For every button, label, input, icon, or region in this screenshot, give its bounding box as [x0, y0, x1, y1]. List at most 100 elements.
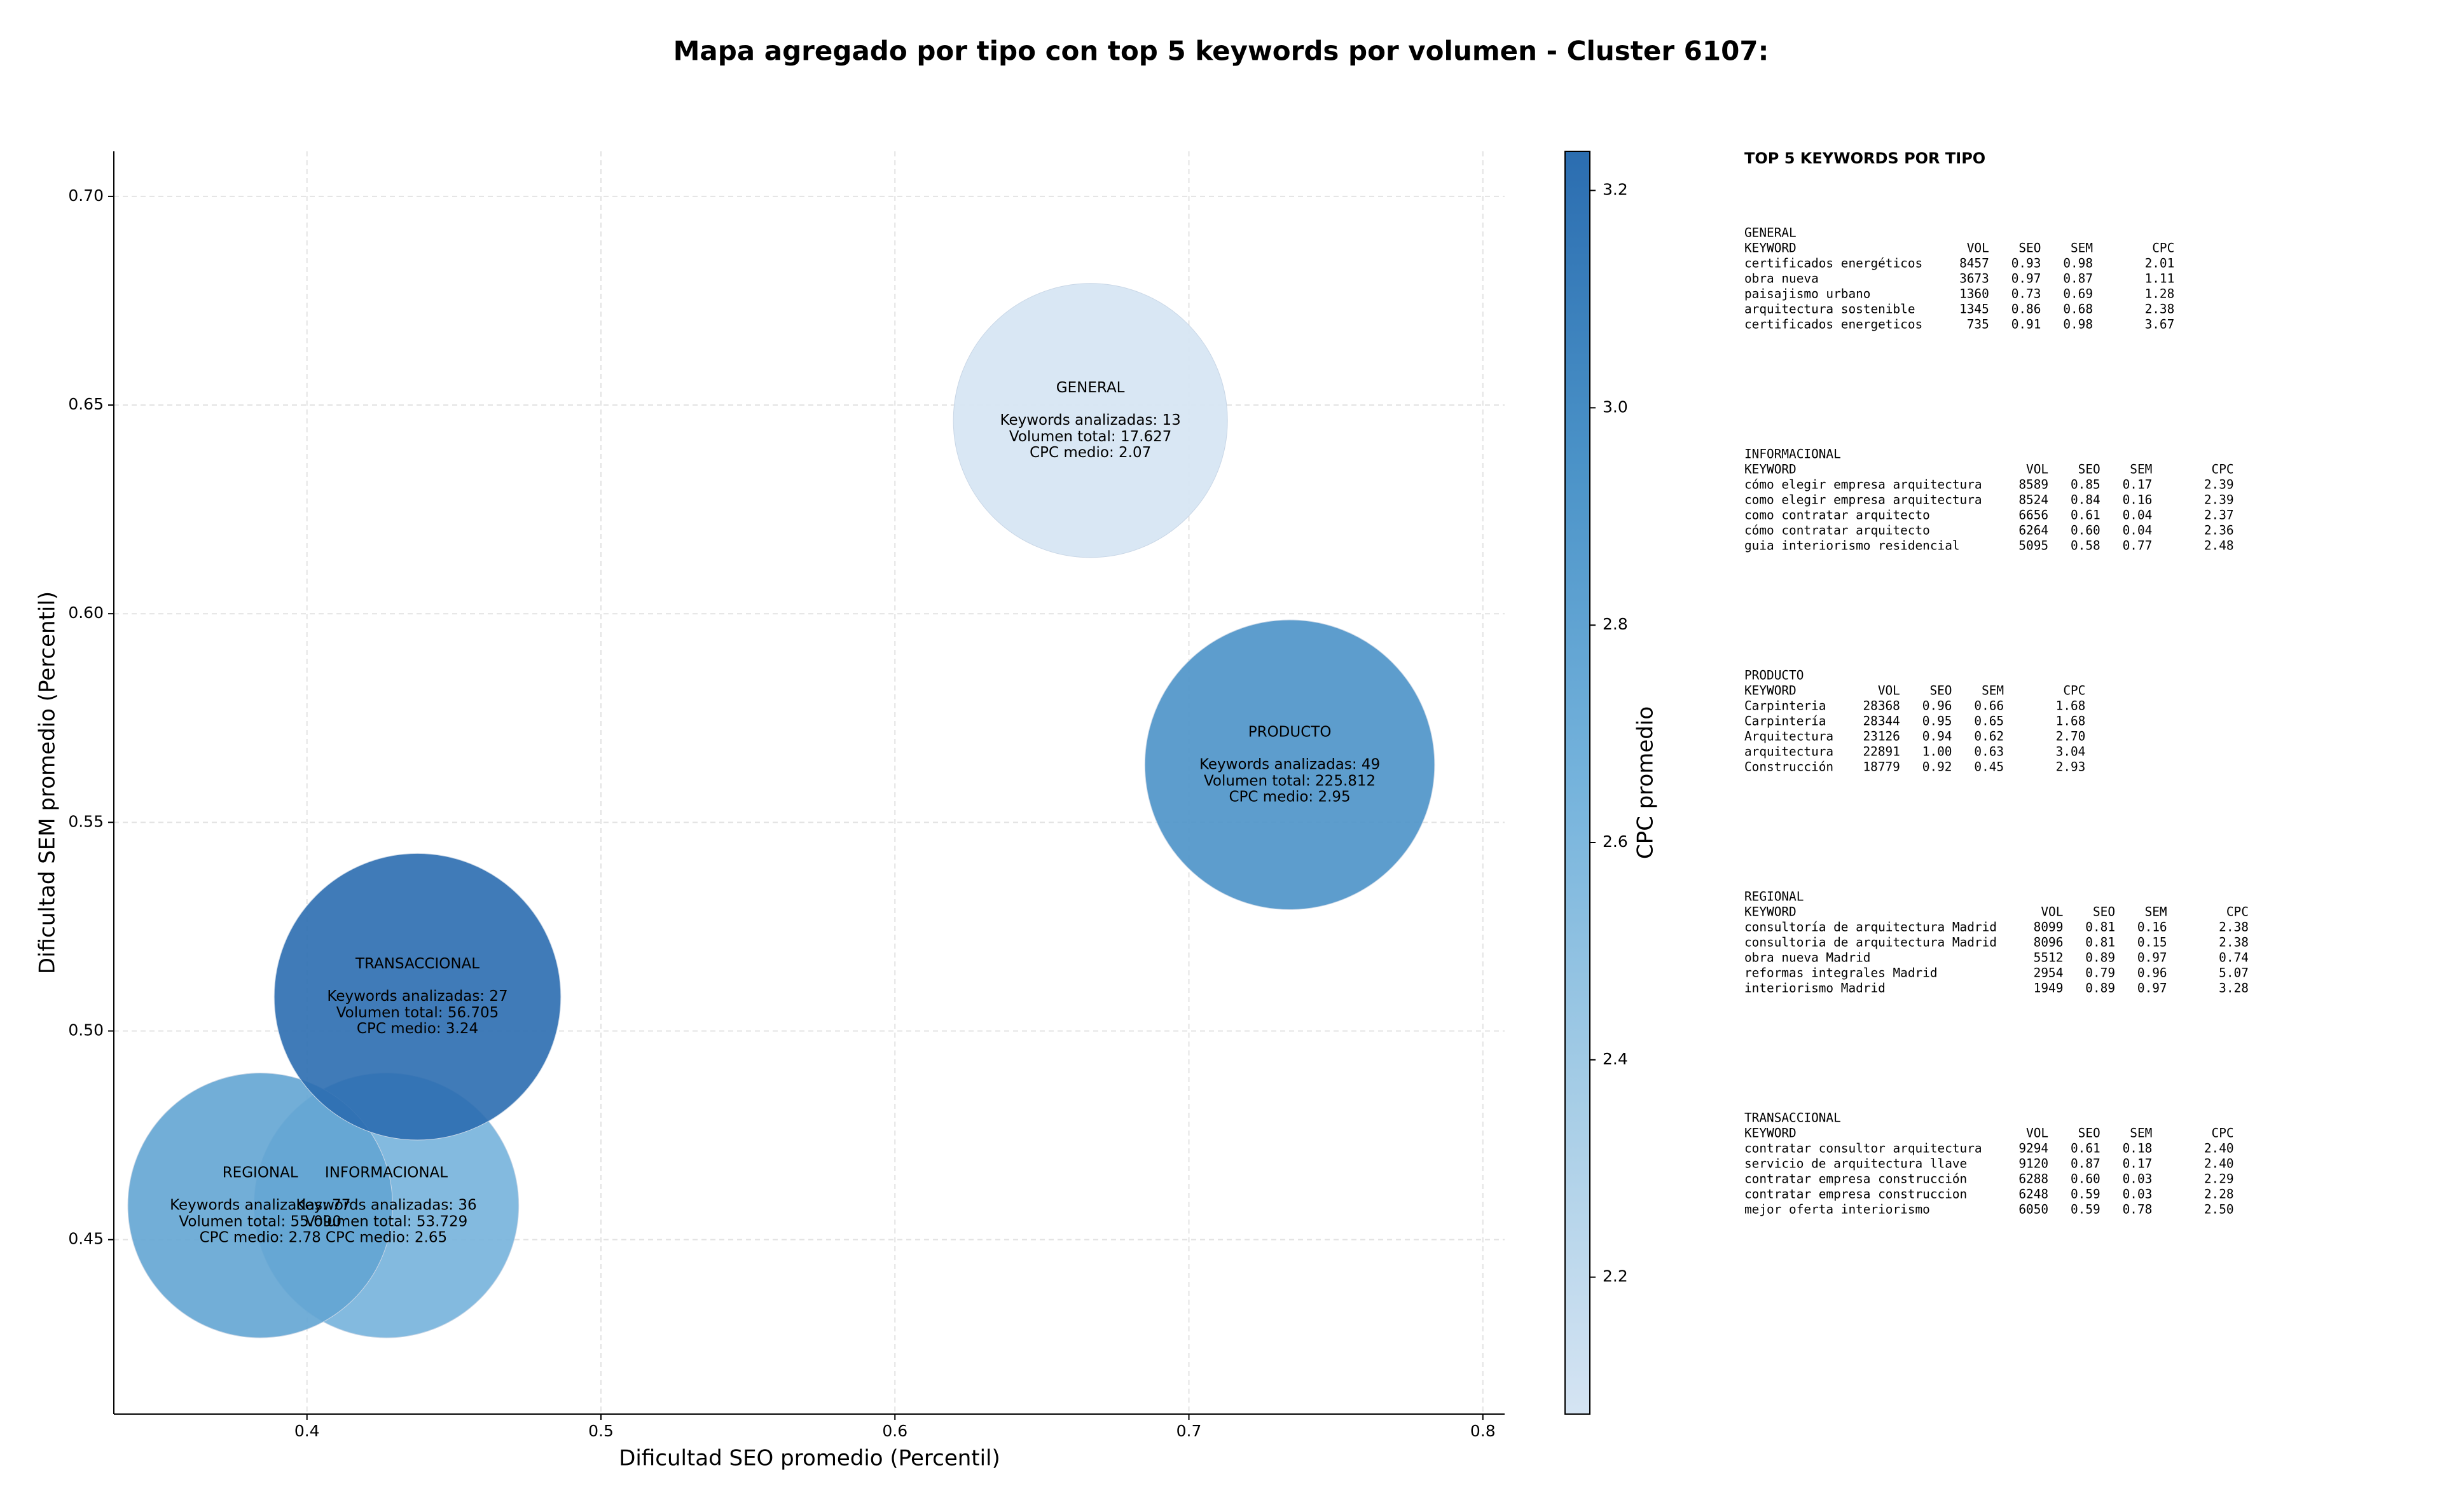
table-cell: 6656	[2018, 508, 2048, 523]
table-cell: 2.28	[2204, 1187, 2234, 1202]
table-cell: 0.17	[2123, 478, 2153, 492]
x-tick-label: 0.7	[1176, 1422, 1202, 1440]
table-cell: consultoría de arquitectura Madrid	[1744, 920, 1997, 935]
table-cell: 0.15	[2137, 935, 2167, 950]
section-name: PRODUCTO	[1744, 668, 1804, 683]
table-cell: 0.61	[2071, 508, 2101, 523]
table-cell: 6264	[2018, 523, 2048, 538]
table-cell: 0.60	[2071, 523, 2101, 538]
table-cell: 735	[1967, 317, 1989, 332]
table-cell: 0.89	[2085, 951, 2115, 965]
table-cell: Carpinteria	[1744, 699, 1826, 713]
table-cell: 28368	[1863, 699, 1900, 713]
table-cell: 5.07	[2219, 966, 2249, 980]
table-cell: 5095	[2018, 539, 2048, 553]
bubble-annotation: Volumen total: 56.705	[336, 1005, 499, 1021]
table-cell: 0.78	[2123, 1202, 2153, 1217]
bubble-annotation: Keywords analizadas: 36	[296, 1197, 476, 1213]
table-cell: 0.87	[2063, 271, 2093, 286]
table-cell: 0.92	[1922, 760, 1952, 774]
table-cell: 0.84	[2071, 493, 2101, 507]
table-cell: 0.69	[2063, 287, 2093, 301]
table-header: VOL	[1967, 241, 1989, 256]
table-header: KEYWORD	[1744, 1126, 1797, 1141]
table-header: KEYWORD	[1744, 241, 1797, 256]
table-cell: 0.74	[2219, 951, 2249, 965]
table-header: VOL	[2041, 905, 2063, 919]
table-cell: certificados energeticos	[1744, 317, 1922, 332]
panel-title: TOP 5 KEYWORDS POR TIPO	[1744, 149, 1985, 167]
table-header: SEM	[2130, 1126, 2152, 1141]
table-cell: 2.38	[2219, 920, 2249, 935]
x-tick-label: 0.5	[588, 1422, 614, 1440]
table-cell: 9120	[2018, 1157, 2048, 1171]
bubble	[953, 283, 1228, 558]
bubble	[127, 1073, 393, 1338]
table-cell: 0.93	[2011, 256, 2041, 271]
table-cell: 2.29	[2204, 1172, 2234, 1186]
y-tick-label: 0.45	[68, 1230, 104, 1248]
table-cell: 3.04	[2056, 745, 2086, 759]
table-header: CPC	[2063, 684, 2085, 698]
table-cell: 0.62	[1974, 729, 2004, 744]
table-cell: 0.61	[2071, 1141, 2101, 1156]
table-cell: 8524	[2018, 493, 2048, 507]
table-cell: 23126	[1863, 729, 1900, 744]
colorbar-tick-label: 3.2	[1603, 181, 1628, 199]
table-cell: 0.66	[1974, 699, 2004, 713]
bubble-name: REGIONAL	[223, 1164, 298, 1181]
table-cell: cómo elegir empresa arquitectura	[1744, 478, 1982, 492]
table-cell: 0.03	[2123, 1172, 2153, 1186]
table-cell: 0.97	[2137, 951, 2167, 965]
table-cell: 0.04	[2123, 523, 2153, 538]
table-cell: 0.73	[2011, 287, 2041, 301]
table-cell: 0.97	[2137, 981, 2167, 996]
table-cell: 0.60	[2071, 1172, 2101, 1186]
table-cell: 1345	[1959, 302, 1989, 317]
table-cell: 1.68	[2056, 699, 2086, 713]
table-cell: 0.94	[1922, 729, 1952, 744]
table-cell: 0.87	[2071, 1157, 2101, 1171]
table-cell: 5512	[2034, 951, 2064, 965]
table-cell: 1949	[2034, 981, 2064, 996]
y-axis-label: Dificultad SEM promedio (Percentil)	[35, 591, 60, 974]
table-header: SEO	[2078, 1126, 2101, 1141]
table-header: SEM	[2130, 462, 2152, 477]
table-cell: 8457	[1959, 256, 1989, 271]
x-axis-label: Dificultad SEO promedio (Percentil)	[619, 1446, 1000, 1471]
table-cell: arquitectura sostenible	[1744, 302, 1915, 317]
table-cell: 2954	[2034, 966, 2064, 980]
table-cell: 0.58	[2071, 539, 2101, 553]
table-cell: 0.16	[2137, 920, 2167, 935]
table-cell: contratar empresa construccion	[1744, 1187, 1967, 1202]
table-cell: 6288	[2018, 1172, 2048, 1186]
table-cell: 2.38	[2219, 935, 2249, 950]
bubble-annotation: Keywords analizadas: 77	[170, 1197, 350, 1213]
table-cell: 18779	[1863, 760, 1900, 774]
table-cell: 2.48	[2204, 539, 2234, 553]
table-cell: 3673	[1959, 271, 1989, 286]
x-tick-label: 0.6	[882, 1422, 907, 1440]
table-cell: como elegir empresa arquitectura	[1744, 493, 1982, 507]
table-cell: interiorismo Madrid	[1744, 981, 1886, 996]
table-header: CPC	[2212, 1126, 2234, 1141]
table-cell: 2.40	[2204, 1157, 2234, 1171]
y-tick-label: 0.70	[68, 186, 104, 205]
table-cell: 2.37	[2204, 508, 2234, 523]
table-cell: 8589	[2018, 478, 2048, 492]
bubble-name: INFORMACIONAL	[325, 1164, 448, 1181]
table-cell: 2.39	[2204, 493, 2234, 507]
table-cell: 1.68	[2056, 714, 2086, 729]
table-header: SEO	[2078, 462, 2101, 477]
table-cell: como contratar arquitecto	[1744, 508, 1930, 523]
table-cell: 6248	[2018, 1187, 2048, 1202]
bubble-annotation: CPC medio: 2.65	[326, 1229, 447, 1246]
section-name: INFORMACIONAL	[1744, 447, 1841, 462]
table-cell: 22891	[1863, 745, 1900, 759]
table-cell: contratar consultor arquitectura	[1744, 1141, 1982, 1156]
x-tick-label: 0.8	[1470, 1422, 1496, 1440]
table-cell: obra nueva	[1744, 271, 1819, 286]
table-cell: 1.28	[2145, 287, 2175, 301]
bubble-annotation: Volumen total: 225.812	[1204, 773, 1376, 789]
